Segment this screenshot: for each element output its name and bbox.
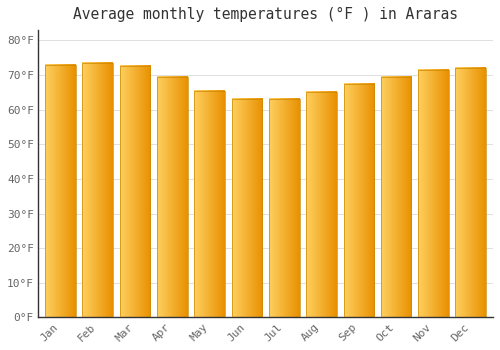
Bar <box>381 77 412 317</box>
Bar <box>120 66 150 317</box>
Bar <box>232 99 262 317</box>
Title: Average monthly temperatures (°F ) in Araras: Average monthly temperatures (°F ) in Ar… <box>73 7 458 22</box>
Bar <box>306 92 337 317</box>
Bar <box>82 63 113 317</box>
Bar <box>157 77 188 317</box>
Bar <box>194 91 225 317</box>
Bar <box>269 99 300 317</box>
Bar <box>418 70 448 317</box>
Bar <box>344 84 374 317</box>
Bar <box>456 68 486 317</box>
Bar <box>45 65 76 317</box>
